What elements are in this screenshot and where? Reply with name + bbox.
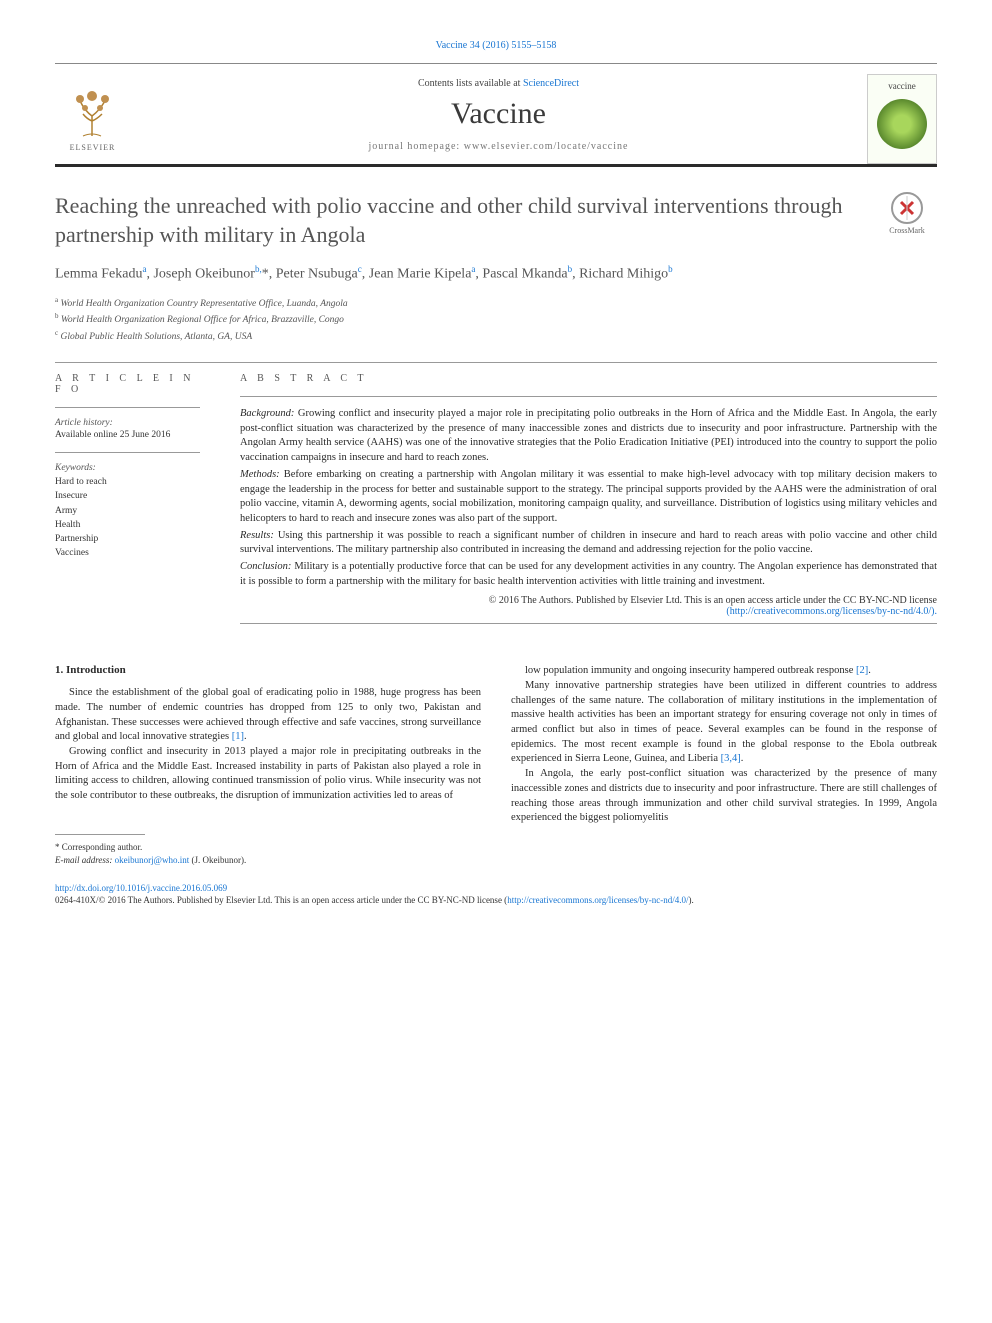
journal-cover-title: vaccine bbox=[888, 81, 915, 91]
keywords-list: Hard to reachInsecureArmyHealthPartnersh… bbox=[55, 475, 200, 561]
article-info-heading: A R T I C L E I N F O bbox=[55, 373, 200, 395]
contents-list: Contents lists available at ScienceDirec… bbox=[140, 78, 857, 89]
license-link[interactable]: (http://creativecommons.org/licenses/by-… bbox=[726, 606, 937, 617]
abstract-heading: A B S T R A C T bbox=[240, 373, 937, 384]
body-col-right: low population immunity and ongoing inse… bbox=[511, 664, 937, 868]
body-paragraph: Growing conflict and insecurity in 2013 … bbox=[55, 745, 481, 804]
abstract: A B S T R A C T Background: Growing conf… bbox=[220, 363, 937, 634]
journal-cover-icon bbox=[877, 99, 927, 149]
body-paragraph: Since the establishment of the global go… bbox=[55, 686, 481, 745]
copyright: © 2016 The Authors. Published by Elsevie… bbox=[240, 595, 937, 617]
license-link-footer[interactable]: http://creativecommons.org/licenses/by-n… bbox=[507, 895, 688, 905]
keyword-item: Partnership bbox=[55, 532, 200, 546]
keywords-label: Keywords: bbox=[55, 463, 200, 473]
masthead-center: Contents lists available at ScienceDirec… bbox=[130, 78, 867, 160]
section-heading: 1. Introduction bbox=[55, 664, 481, 676]
keyword-item: Vaccines bbox=[55, 546, 200, 560]
info-abstract-row: A R T I C L E I N F O Article history: A… bbox=[55, 362, 937, 634]
history-text: Available online 25 June 2016 bbox=[55, 430, 200, 440]
article-title: Reaching the unreached with polio vaccin… bbox=[55, 192, 857, 249]
crossmark-label: CrossMark bbox=[889, 226, 925, 235]
journal-page: Vaccine 34 (2016) 5155–5158 ELSEVIER Con… bbox=[0, 0, 992, 947]
citation-link[interactable]: [1] bbox=[232, 731, 244, 742]
email-footnote: E-mail address: okeibunorj@who.int (J. O… bbox=[55, 854, 481, 868]
title-row: Reaching the unreached with polio vaccin… bbox=[55, 192, 937, 249]
body-columns: 1. Introduction Since the establishment … bbox=[55, 664, 937, 868]
citation-link[interactable]: [2] bbox=[856, 665, 868, 676]
doi-block: http://dx.doi.org/10.1016/j.vaccine.2016… bbox=[55, 882, 937, 907]
crossmark-icon bbox=[891, 192, 923, 224]
keyword-item: Insecure bbox=[55, 489, 200, 503]
body-paragraph: Many innovative partnership strategies h… bbox=[511, 679, 937, 767]
elsevier-tree-icon bbox=[65, 86, 120, 141]
citation-header: Vaccine 34 (2016) 5155–5158 bbox=[55, 40, 937, 51]
abstract-body: Background: Growing conflict and insecur… bbox=[240, 396, 937, 589]
masthead: ELSEVIER Contents lists available at Sci… bbox=[55, 63, 937, 167]
crossmark-badge[interactable]: CrossMark bbox=[877, 192, 937, 235]
keyword-item: Health bbox=[55, 518, 200, 532]
journal-cover[interactable]: vaccine bbox=[867, 74, 937, 164]
journal-name: Vaccine bbox=[140, 97, 857, 131]
body-paragraph: low population immunity and ongoing inse… bbox=[511, 664, 937, 679]
citation-link[interactable]: [3,4] bbox=[721, 753, 741, 764]
body-paragraph: In Angola, the early post-conflict situa… bbox=[511, 767, 937, 826]
authors: Lemma Fekadua, Joseph Okeibunorb,*, Pete… bbox=[55, 263, 937, 285]
email-link[interactable]: okeibunorj@who.int bbox=[115, 855, 190, 865]
body-col-left: 1. Introduction Since the establishment … bbox=[55, 664, 481, 868]
elsevier-logo[interactable]: ELSEVIER bbox=[55, 77, 130, 162]
article-info: A R T I C L E I N F O Article history: A… bbox=[55, 363, 220, 634]
keyword-item: Hard to reach bbox=[55, 475, 200, 489]
affiliations: a World Health Organization Country Repr… bbox=[55, 295, 937, 344]
sciencedirect-link[interactable]: ScienceDirect bbox=[523, 78, 579, 89]
history-label: Article history: bbox=[55, 418, 200, 428]
corresponding-author: * Corresponding author. bbox=[55, 841, 481, 855]
elsevier-label: ELSEVIER bbox=[70, 143, 116, 152]
journal-homepage: journal homepage: www.elsevier.com/locat… bbox=[140, 141, 857, 152]
keyword-item: Army bbox=[55, 504, 200, 518]
doi-link[interactable]: http://dx.doi.org/10.1016/j.vaccine.2016… bbox=[55, 883, 227, 893]
